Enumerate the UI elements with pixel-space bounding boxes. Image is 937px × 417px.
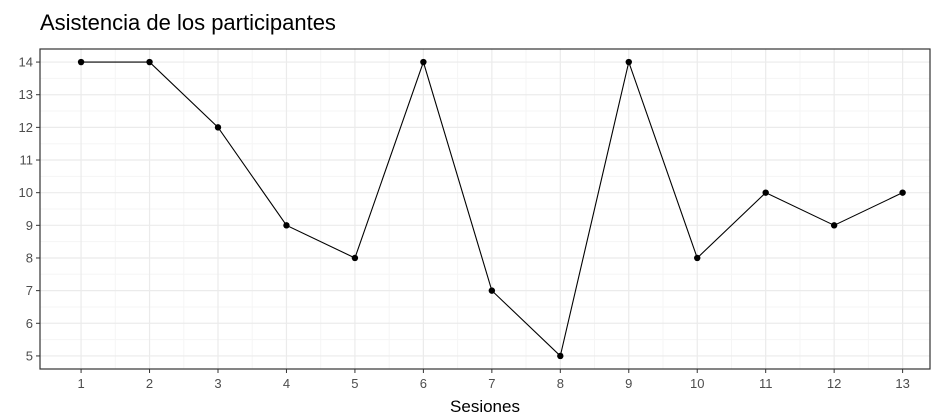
y-axis: 5 6 7 8 9 10 11 12 13 14 xyxy=(19,55,40,363)
data-point xyxy=(283,222,290,229)
x-tick-label: 4 xyxy=(283,376,290,391)
y-tick-label: 7 xyxy=(26,283,33,298)
data-point xyxy=(351,254,359,262)
data-point xyxy=(420,58,427,66)
x-tick-label: 9 xyxy=(625,376,632,391)
data-point xyxy=(625,58,632,66)
data-point xyxy=(899,189,906,196)
y-tick-label: 10 xyxy=(19,185,33,200)
x-tick-label: 10 xyxy=(690,376,704,391)
major-gridlines xyxy=(40,49,930,369)
y-tick-label: 5 xyxy=(26,348,33,363)
data-point xyxy=(488,287,496,294)
x-tick-label: 6 xyxy=(420,376,427,391)
y-tick-label: 8 xyxy=(26,250,33,265)
data-point xyxy=(557,352,564,360)
x-axis: 1 2 3 4 5 6 7 8 9 10 11 12 13 xyxy=(77,369,910,391)
chart-title: Asistencia de los participantes xyxy=(40,10,336,35)
data-point xyxy=(830,222,838,229)
x-tick-label: 8 xyxy=(557,376,564,391)
y-tick-label: 9 xyxy=(26,218,33,233)
x-tick-label: 11 xyxy=(759,376,773,391)
data-point xyxy=(214,124,222,131)
y-tick-label: 6 xyxy=(26,316,33,331)
x-tick-label: 13 xyxy=(895,376,909,391)
minor-gridlines xyxy=(40,49,930,369)
x-tick-label: 3 xyxy=(214,376,221,391)
x-axis-title: Sesiones xyxy=(450,397,520,416)
x-tick-label: 5 xyxy=(351,376,358,391)
data-point xyxy=(146,58,153,66)
x-tick-label: 7 xyxy=(488,376,495,391)
data-point xyxy=(762,189,769,196)
data-point xyxy=(694,254,701,262)
y-tick-label: 13 xyxy=(19,87,33,102)
x-tick-label: 2 xyxy=(146,376,153,391)
y-tick-label: 11 xyxy=(20,153,34,168)
y-tick-label: 14 xyxy=(19,55,33,70)
x-tick-label: 1 xyxy=(77,376,84,391)
x-tick-label: 12 xyxy=(827,376,841,391)
panel-border xyxy=(39,48,931,370)
points-layer xyxy=(77,58,906,360)
y-tick-label: 12 xyxy=(19,120,33,135)
data-point xyxy=(77,58,85,66)
